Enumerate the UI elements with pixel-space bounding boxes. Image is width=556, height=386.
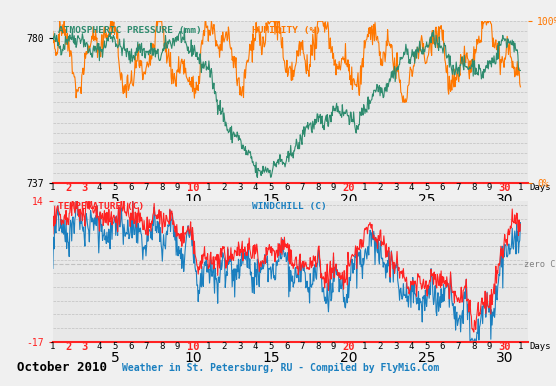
Text: 7: 7 — [455, 183, 461, 192]
Text: 1: 1 — [518, 342, 523, 350]
Text: 8: 8 — [315, 183, 320, 192]
Text: Weather in St. Petersburg, RU - Compiled by FlyMiG.Com: Weather in St. Petersburg, RU - Compiled… — [122, 362, 440, 372]
Text: 3: 3 — [237, 342, 242, 350]
Text: 4: 4 — [409, 342, 414, 350]
Text: 1: 1 — [50, 183, 56, 192]
Text: 5: 5 — [269, 342, 274, 350]
Text: 7: 7 — [300, 183, 305, 192]
Text: 9: 9 — [175, 183, 180, 192]
Text: 2: 2 — [222, 342, 227, 350]
Text: 2: 2 — [378, 183, 383, 192]
Text: 3: 3 — [393, 342, 399, 350]
Text: 2: 2 — [222, 183, 227, 192]
Text: ATMOSPHERIC PRESSURE (mm): ATMOSPHERIC PRESSURE (mm) — [58, 26, 201, 35]
Text: 4: 4 — [409, 183, 414, 192]
Text: HUMIDITY (%): HUMIDITY (%) — [252, 26, 321, 35]
Text: 1: 1 — [50, 342, 56, 350]
Text: 1: 1 — [206, 183, 211, 192]
Text: 7: 7 — [455, 342, 461, 350]
Text: 8: 8 — [315, 342, 320, 350]
Text: 3: 3 — [81, 183, 87, 193]
Text: Days: Days — [530, 342, 551, 350]
Text: 3: 3 — [81, 342, 87, 352]
Text: 8: 8 — [159, 183, 165, 192]
Text: 9: 9 — [175, 342, 180, 350]
Text: 9: 9 — [331, 342, 336, 350]
Text: 6: 6 — [440, 342, 445, 350]
Text: 6: 6 — [128, 342, 133, 350]
Text: 1: 1 — [518, 183, 523, 192]
Text: Days: Days — [530, 183, 551, 192]
Text: 6: 6 — [440, 183, 445, 192]
Text: 30: 30 — [499, 342, 511, 352]
Text: 1: 1 — [362, 183, 367, 192]
Text: 2: 2 — [378, 342, 383, 350]
Text: 5: 5 — [269, 183, 274, 192]
Text: 6: 6 — [284, 183, 289, 192]
Text: 3: 3 — [393, 183, 399, 192]
Text: 8: 8 — [159, 342, 165, 350]
Text: TEMPERATURE (C): TEMPERATURE (C) — [58, 202, 144, 211]
Text: 6: 6 — [284, 342, 289, 350]
Text: 9: 9 — [486, 342, 492, 350]
Text: 1: 1 — [362, 342, 367, 350]
Text: 6: 6 — [128, 183, 133, 192]
Text: 7: 7 — [300, 342, 305, 350]
Text: 20: 20 — [342, 183, 355, 193]
Text: 5: 5 — [112, 183, 118, 192]
Text: 5: 5 — [424, 342, 430, 350]
Text: 3: 3 — [237, 183, 242, 192]
Text: 10: 10 — [187, 342, 200, 352]
Text: 4: 4 — [253, 342, 258, 350]
Text: 8: 8 — [471, 342, 476, 350]
Text: 2: 2 — [65, 342, 72, 352]
Text: 9: 9 — [331, 183, 336, 192]
Text: 7: 7 — [143, 342, 149, 350]
Text: 5: 5 — [112, 342, 118, 350]
Text: 9: 9 — [486, 183, 492, 192]
Text: 20: 20 — [342, 342, 355, 352]
Text: 4: 4 — [97, 342, 102, 350]
Text: 1: 1 — [206, 342, 211, 350]
Text: 30: 30 — [499, 183, 511, 193]
Text: 5: 5 — [424, 183, 430, 192]
Text: WINDCHILL (C): WINDCHILL (C) — [252, 202, 327, 211]
Text: 7: 7 — [143, 183, 149, 192]
Text: 2: 2 — [65, 183, 72, 193]
Text: 4: 4 — [253, 183, 258, 192]
Text: 8: 8 — [471, 183, 476, 192]
Text: zero C: zero C — [524, 260, 555, 269]
Text: October 2010: October 2010 — [17, 361, 107, 374]
Text: 10: 10 — [187, 183, 200, 193]
Text: 4: 4 — [97, 183, 102, 192]
